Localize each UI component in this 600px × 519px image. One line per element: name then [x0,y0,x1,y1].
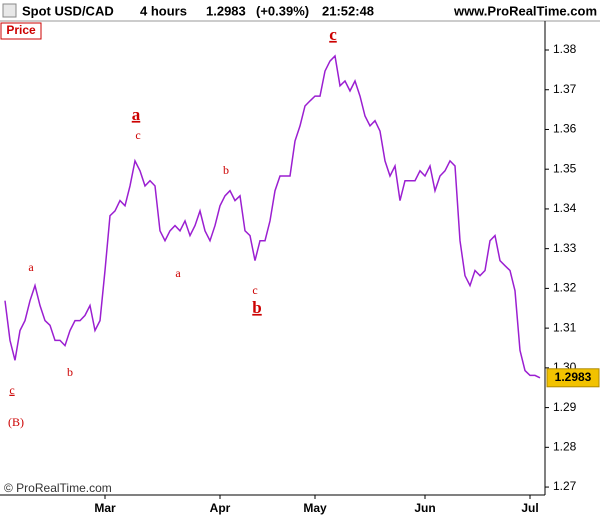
panel-label-box [0,22,42,40]
wave-label: (B) [8,415,24,429]
wave-label: c [135,128,140,142]
y-tick-label: 1.37 [553,82,577,96]
wave-label: c [329,25,337,44]
time: 21:52:48 [322,3,374,18]
wave-label: a [28,260,34,274]
y-tick-label: 1.27 [553,479,577,493]
y-tick-label: 1.35 [553,161,577,175]
y-tick-label: 1.29 [553,400,577,414]
copyright: © ProRealTime.com [4,481,112,495]
y-tick-label: 1.31 [553,320,577,334]
y-tick-label: 1.32 [553,281,577,295]
last-price-label: 1.2983 [555,370,592,384]
interval: 4 hours [140,3,187,18]
wave-label: a [132,105,141,124]
icon [2,3,17,18]
header-price: 1.2983 [206,3,246,18]
wave-label: c [252,283,257,297]
y-tick-label: 1.38 [553,42,577,56]
wave-label: b [252,298,261,317]
x-tick-label: Mar [94,501,116,515]
site: www.ProRealTime.com [453,3,597,18]
wave-label: a [175,266,181,280]
y-tick-label: 1.33 [553,241,577,255]
x-tick-label: Apr [210,501,231,515]
last-price-box [546,368,600,388]
panel-label: Price [6,23,36,37]
wave-label: c [9,383,14,397]
chart-title: Spot USD/CAD [22,3,114,18]
x-tick-label: Jun [414,501,435,515]
x-tick-label: Jul [521,501,538,515]
y-tick-label: 1.34 [553,201,577,215]
y-tick-label: 1.28 [553,439,577,453]
y-tick-label: 1.36 [553,122,577,136]
price-line [4,54,541,379]
wave-label: b [223,163,229,177]
header-change: (+0.39%) [256,3,309,18]
wave-label: b [67,365,73,379]
x-tick-label: May [303,501,327,515]
